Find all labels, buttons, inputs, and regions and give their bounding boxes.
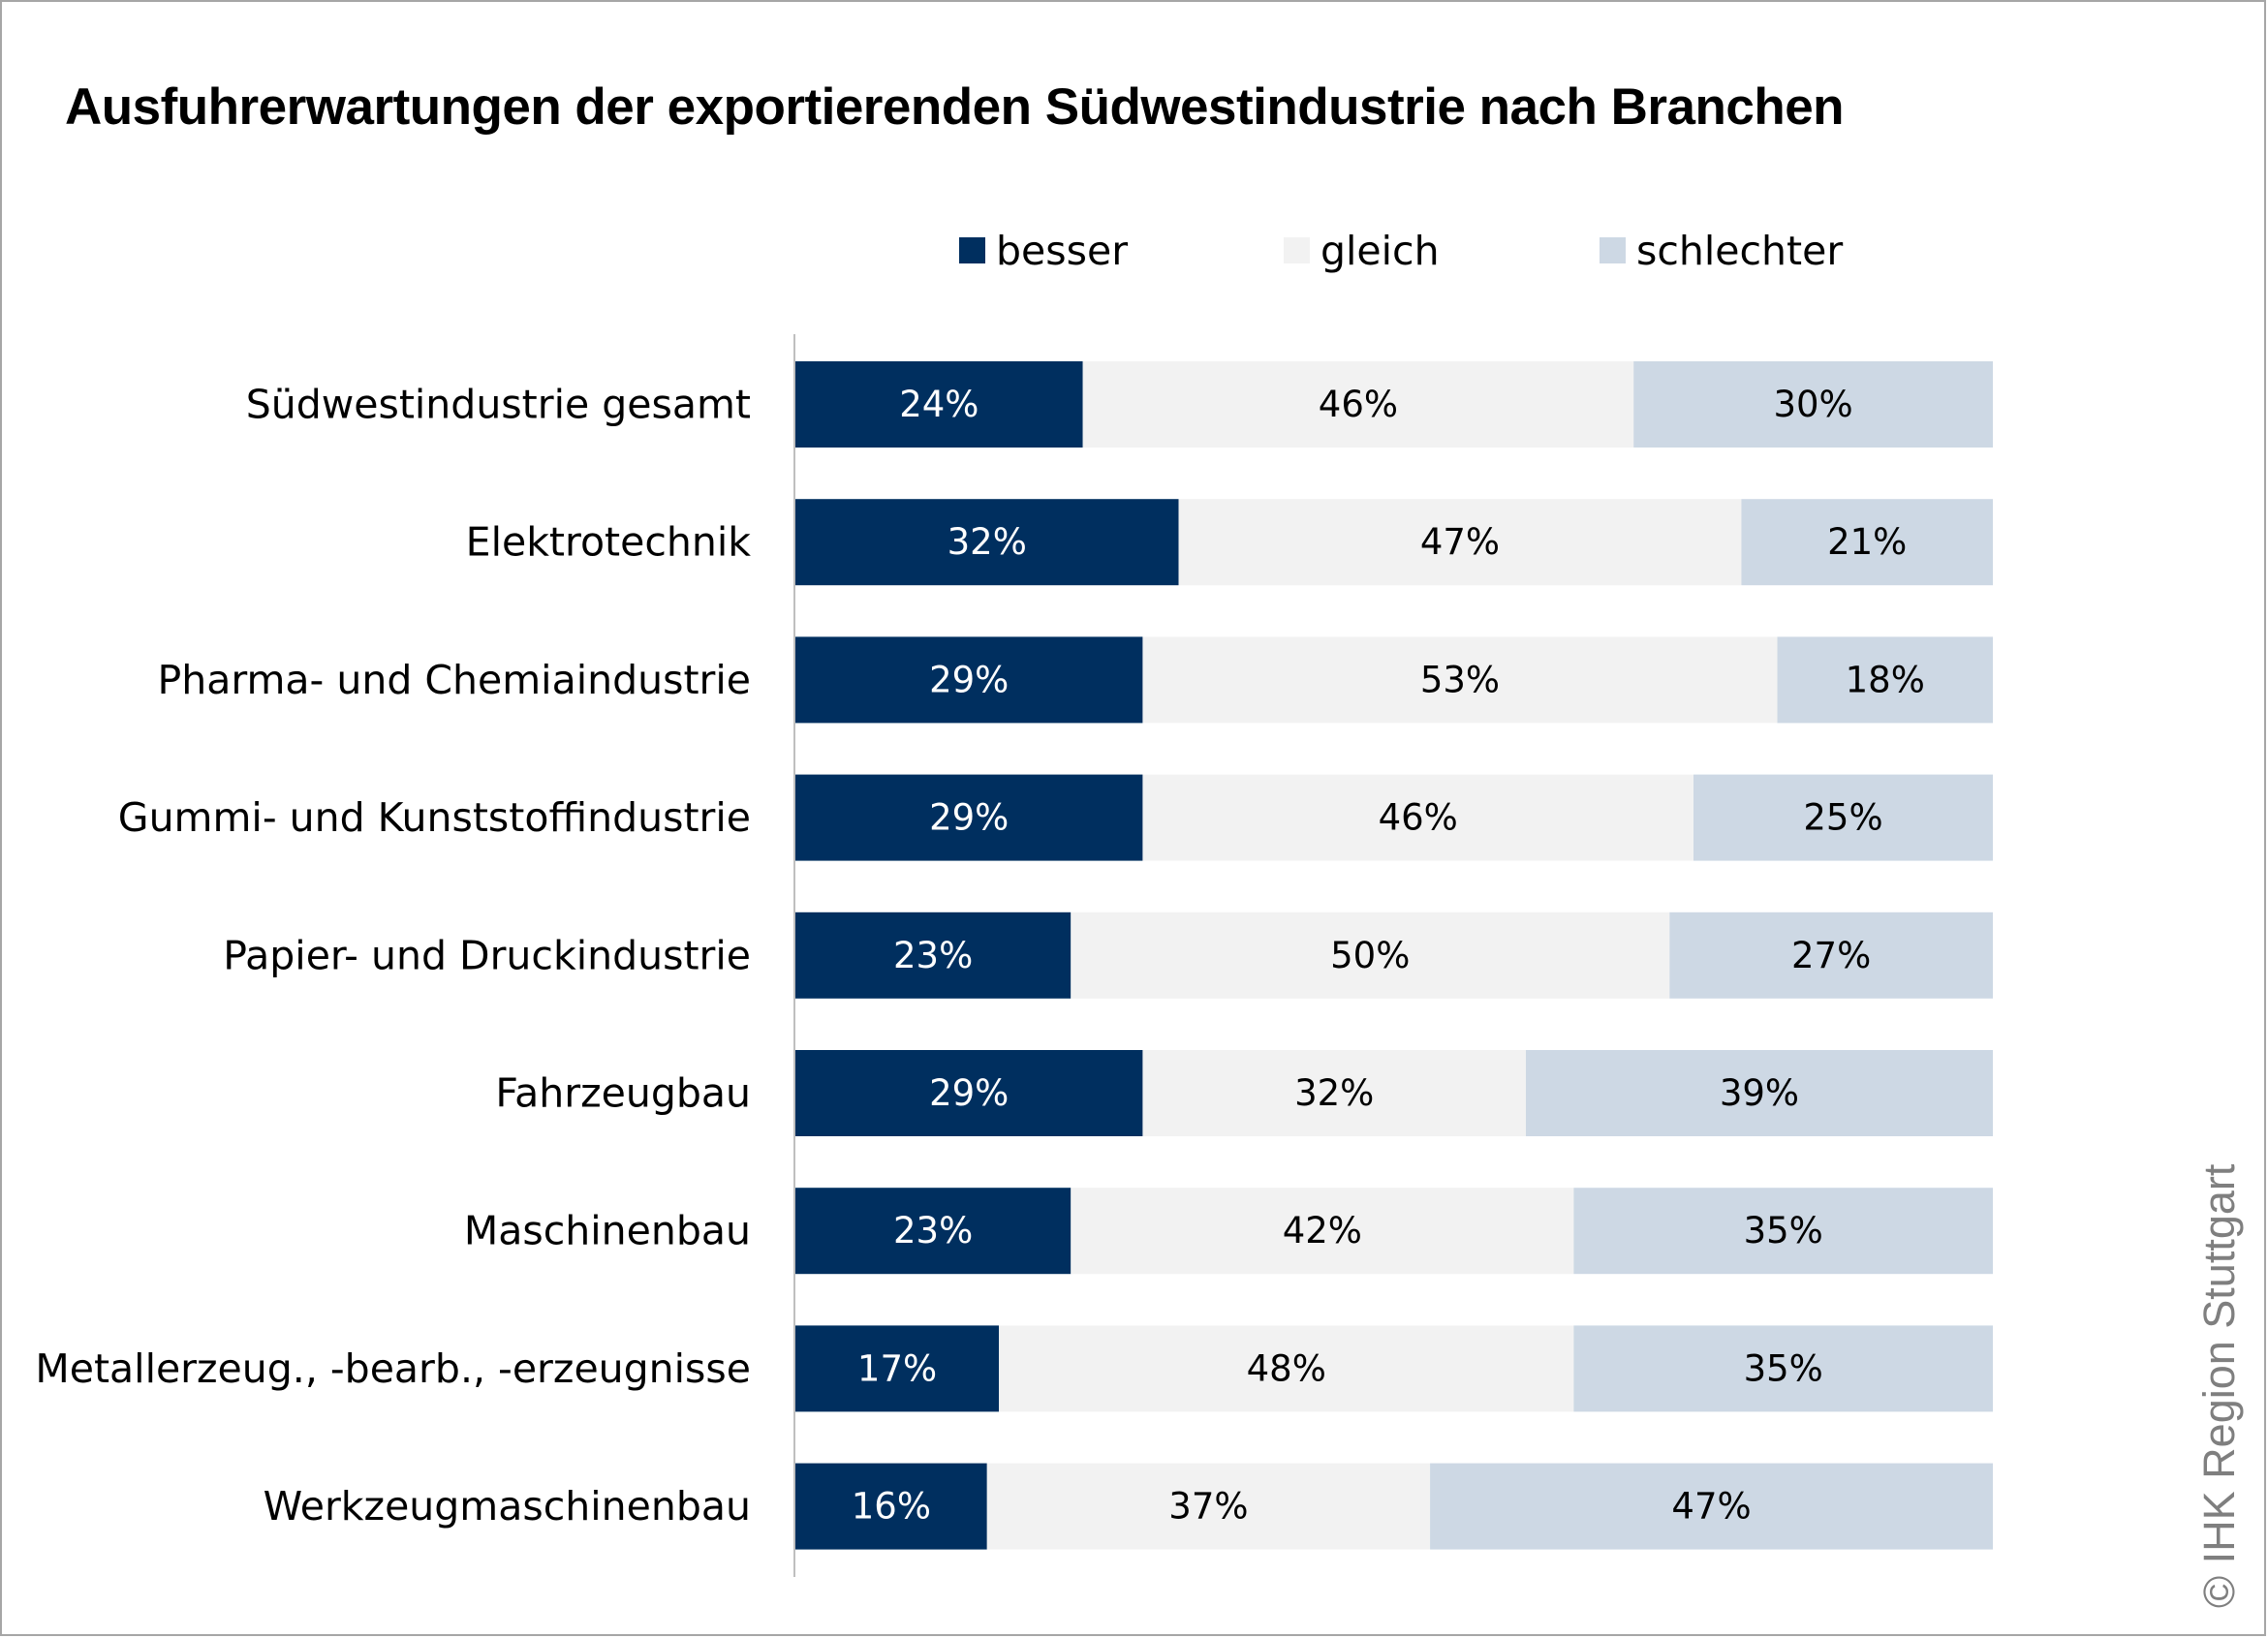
data-label: 53% — [1420, 659, 1500, 700]
category-axis-labels: Südwestindustrie gesamt Elektrotechnik Pha… — [35, 382, 751, 1530]
data-label: 23% — [893, 1210, 973, 1252]
data-label: 37% — [1168, 1486, 1248, 1528]
data-label: 47% — [1420, 521, 1500, 563]
bar-segment-gleich — [1142, 774, 1693, 861]
data-label: 46% — [1379, 797, 1458, 839]
data-label: 23% — [893, 935, 973, 976]
data-label: 32% — [1294, 1072, 1374, 1114]
bar-segment-gleich — [999, 1325, 1574, 1412]
category-label: Maschinenbau — [464, 1208, 751, 1254]
data-label: 35% — [1744, 1347, 1823, 1389]
category-label: Metallerzeug., -bearb., -erzeugnisse — [35, 1345, 751, 1392]
bar-segment-schlechter — [1741, 499, 1993, 586]
bar-segment-schlechter — [1669, 912, 1993, 999]
bar-segment-gleich — [1082, 361, 1634, 448]
bar-segment-besser — [795, 912, 1072, 999]
legend-swatch-schlechter — [1600, 237, 1626, 263]
bar-segment-besser — [795, 1050, 1143, 1136]
bar-segment-besser — [795, 636, 1143, 724]
category-label: Elektrotechnik — [466, 519, 752, 566]
data-label: 39% — [1720, 1072, 1799, 1114]
bar-segment-besser — [795, 1325, 1000, 1412]
copyright-notice: © IHK Region Stuttgart — [2194, 1163, 2244, 1608]
data-label: 29% — [929, 797, 1009, 839]
data-label: 47% — [1671, 1486, 1751, 1528]
data-label: 16% — [852, 1486, 931, 1528]
bar-segment-besser — [795, 774, 1143, 861]
data-label: 18% — [1846, 659, 1925, 700]
category-label: Südwestindustrie gesamt — [246, 382, 751, 428]
data-label: 35% — [1744, 1210, 1823, 1252]
bar-segment-gleich — [1178, 499, 1742, 586]
data-label: 50% — [1330, 935, 1410, 976]
legend-swatch-besser — [959, 237, 985, 263]
data-label: 32% — [948, 521, 1027, 563]
bar-segment-besser — [795, 499, 1179, 586]
bar-segment-schlechter — [1633, 361, 1993, 448]
data-label: 27% — [1791, 935, 1871, 976]
bar-segment-schlechter — [1525, 1050, 1993, 1136]
bar-segment-gleich — [1071, 912, 1670, 999]
data-label: 48% — [1247, 1347, 1326, 1389]
category-label: Papier- und Druckindustrie — [223, 932, 751, 978]
data-label: 17% — [857, 1347, 937, 1389]
bar-segment-gleich — [986, 1463, 1431, 1550]
bar-segment-schlechter — [1693, 774, 1993, 861]
data-label: 25% — [1803, 797, 1882, 839]
data-label: 30% — [1773, 384, 1852, 425]
category-label: Werkzeugmaschinenbau — [264, 1483, 751, 1530]
bar-segment-schlechter — [1573, 1325, 1993, 1412]
bar-segment-besser — [795, 1463, 987, 1550]
data-label: 42% — [1283, 1210, 1362, 1252]
legend-label-gleich: gleich — [1320, 228, 1440, 274]
data-label: 24% — [899, 384, 979, 425]
bar-segment-schlechter — [1777, 636, 1993, 724]
data-label: 46% — [1319, 384, 1398, 425]
bar-segment-besser — [795, 1188, 1072, 1275]
legend-label-besser: besser — [996, 228, 1128, 274]
category-label: Gummi- und Kunststoffindustrie — [118, 794, 751, 841]
data-label: 29% — [929, 1072, 1009, 1114]
category-label: Fahrzeugbau — [495, 1070, 751, 1117]
legend: besser gleich schlechter — [959, 228, 1843, 274]
bar-segment-schlechter — [1430, 1463, 1993, 1550]
data-label: 21% — [1827, 521, 1907, 563]
bar-segment-schlechter — [1573, 1188, 1993, 1275]
bar-segment-gleich — [1071, 1188, 1574, 1275]
plot-area: 24% 46% 30% 32% 47% 21% 29% 53% 18% 29% 46% 25% 23% 5… — [795, 361, 1993, 1550]
category-label: Pharma- und Chemiaindustrie — [158, 657, 751, 703]
chart-title: Ausfuhrerwartungen der exportierenden Sü… — [65, 78, 1845, 136]
legend-swatch-gleich — [1284, 237, 1310, 263]
bar-segment-gleich — [1142, 636, 1778, 724]
bar-segment-gleich — [1142, 1050, 1526, 1136]
legend-label-schlechter: schlechter — [1636, 228, 1843, 274]
data-label: 29% — [929, 659, 1009, 700]
bar-segment-besser — [795, 361, 1083, 448]
